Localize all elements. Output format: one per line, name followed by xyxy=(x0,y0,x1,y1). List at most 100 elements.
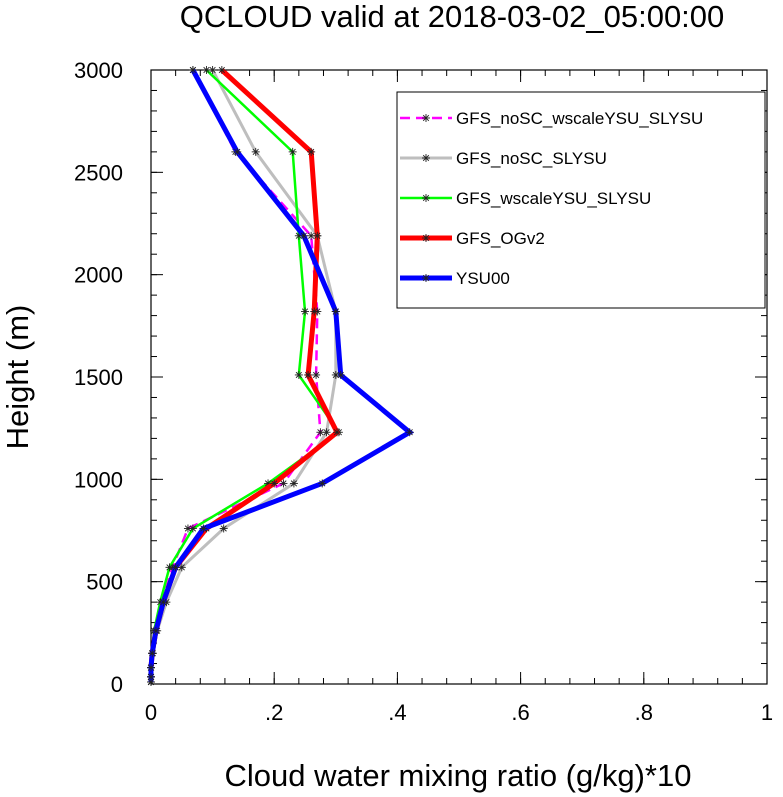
legend-label: YSU00 xyxy=(456,269,510,288)
marker-stroke xyxy=(152,627,160,634)
marker-stroke xyxy=(166,564,173,571)
marker-stroke xyxy=(308,232,315,239)
data-point xyxy=(405,428,414,437)
x-axis: 0 .2 .4 .6 .8 1 xyxy=(145,70,773,725)
legend-item: GFS_noSC_SLYSU xyxy=(400,149,607,168)
legend-items: GFS_noSC_wscaleYSU_SLYSU GFS_noSC_SLYSU GF… xyxy=(400,109,703,288)
data-point xyxy=(333,428,342,437)
series-line xyxy=(149,69,322,682)
data-point xyxy=(336,370,345,379)
legend-item: GFS_wscaleYSU_SLYSU xyxy=(400,189,651,208)
marker-stroke xyxy=(178,564,185,571)
marker-stroke xyxy=(290,480,298,487)
marker-stroke xyxy=(332,371,339,379)
marker-stroke xyxy=(172,564,179,571)
data-point xyxy=(270,479,279,488)
data-point xyxy=(289,479,298,488)
marker-stroke xyxy=(332,308,339,315)
marker-stroke xyxy=(295,371,302,379)
legend-item: YSU00 xyxy=(400,269,510,288)
data-point xyxy=(299,231,308,240)
marker-stroke xyxy=(422,234,430,242)
data-point xyxy=(331,307,340,316)
x-tick-label: .4 xyxy=(388,700,406,725)
y-axis-label: Height (m) xyxy=(0,305,35,450)
legend-label: GFS_wscaleYSU_SLYSU xyxy=(456,189,651,208)
marker-stroke xyxy=(252,148,259,155)
data-point xyxy=(183,524,192,533)
data-point xyxy=(318,479,327,488)
data-point xyxy=(307,147,316,156)
marker-stroke xyxy=(314,232,321,239)
marker-stroke xyxy=(304,371,312,379)
series-line xyxy=(148,68,415,682)
data-point xyxy=(199,524,208,533)
marker-stroke xyxy=(149,650,156,657)
marker-stroke xyxy=(147,664,155,671)
marker-stroke xyxy=(184,525,192,532)
y-tick-label: 3000 xyxy=(74,58,123,83)
marker-stroke xyxy=(319,480,326,487)
marker-stroke xyxy=(300,232,307,239)
marker-stroke xyxy=(333,429,341,436)
x-tick-label: .6 xyxy=(511,700,529,725)
y-tick-label: 0 xyxy=(111,672,123,697)
marker-stroke xyxy=(147,673,155,680)
marker-stroke xyxy=(220,525,227,532)
marker-stroke xyxy=(200,525,207,532)
data-point xyxy=(279,479,288,488)
y-tick-label: 500 xyxy=(86,570,123,595)
y-tick-label: 1500 xyxy=(74,365,123,390)
marker-stroke xyxy=(337,371,344,379)
series-layer xyxy=(147,66,415,686)
data-point xyxy=(148,649,157,658)
marker-stroke xyxy=(323,429,330,436)
legend-label: GFS_noSC_wscaleYSU_SLYSU xyxy=(456,109,703,128)
marker-stroke xyxy=(147,678,155,686)
marker-stroke xyxy=(271,480,278,487)
y-tick-label: 2500 xyxy=(74,160,123,185)
data-point xyxy=(171,563,180,572)
chart-title: QCLOUD valid at 2018-03-02_05:00:00 xyxy=(180,0,725,34)
data-point xyxy=(322,428,331,437)
marker-stroke xyxy=(308,148,315,155)
x-tick-label: .8 xyxy=(635,700,653,725)
marker-stroke xyxy=(311,308,318,315)
legend xyxy=(396,91,766,309)
legend-item: GFS_noSC_wscaleYSU_SLYSU xyxy=(400,109,703,128)
data-point xyxy=(313,231,322,240)
data-point xyxy=(202,66,211,74)
data-point xyxy=(159,598,168,607)
marker-stroke xyxy=(422,114,430,122)
data-point xyxy=(217,66,226,74)
data-point xyxy=(188,524,197,533)
data-point xyxy=(294,370,303,379)
x-tick-label: 1 xyxy=(761,700,773,725)
marker-stroke xyxy=(312,371,320,379)
legend-item: GFS_OGv2 xyxy=(400,229,545,248)
marker-stroke xyxy=(234,148,241,155)
data-point xyxy=(304,370,313,379)
data-point xyxy=(151,626,160,635)
marker-stroke xyxy=(406,429,413,436)
marker-stroke xyxy=(317,429,324,436)
x-tick-label: .2 xyxy=(265,700,283,725)
series-YSU00 xyxy=(147,66,415,686)
x-axis-label: Cloud water mixing ratio (g/kg)*10 xyxy=(225,758,692,793)
legend-marker xyxy=(422,114,430,122)
data-point xyxy=(188,66,197,74)
marker-stroke xyxy=(189,525,197,532)
marker-stroke xyxy=(209,66,216,74)
legend-label: GFS_OGv2 xyxy=(456,229,545,248)
marker-stroke xyxy=(203,66,210,74)
y-tick-label: 2000 xyxy=(74,263,123,288)
marker-stroke xyxy=(280,480,287,487)
legend-label: GFS_noSC_SLYSU xyxy=(456,149,607,168)
data-point xyxy=(301,307,309,316)
y-tick-label: 1000 xyxy=(74,467,123,492)
legend-marker xyxy=(422,194,430,202)
legend-marker xyxy=(422,274,430,282)
marker-stroke xyxy=(289,148,296,155)
x-tick-label: 0 xyxy=(145,700,157,725)
